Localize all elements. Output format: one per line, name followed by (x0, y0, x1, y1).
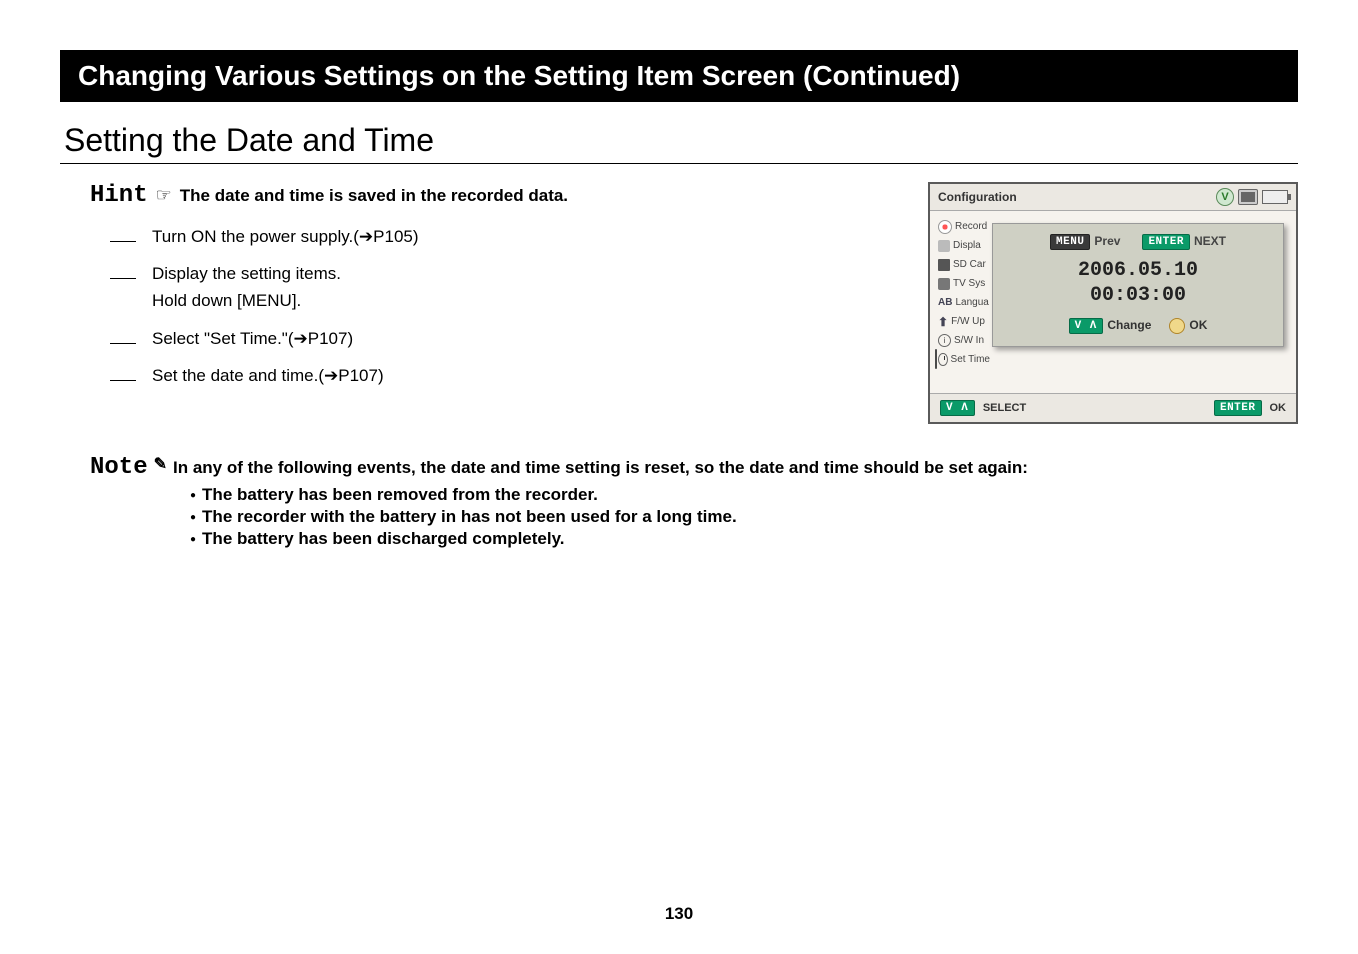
language-icon: AB (938, 297, 952, 308)
battery-icon (1262, 190, 1288, 204)
next-label: NEXT (1194, 234, 1226, 248)
change-label: Change (1107, 318, 1151, 332)
note-block: Note ✎ In any of the following events, t… (60, 454, 1298, 549)
sd-icon (1238, 189, 1258, 205)
sdcard-icon (938, 259, 950, 271)
step-1: Turn ON the power supply.(➔P105) (110, 223, 888, 250)
info-icon: i (938, 334, 951, 347)
hint-label: Hint (90, 182, 148, 209)
prev-control[interactable]: MENU Prev (1050, 234, 1120, 250)
step-2: Display the setting items. Hold down [ME… (110, 260, 888, 314)
bullet-text: The battery has been discharged complete… (202, 529, 564, 548)
sidebar-item-sd[interactable]: SD Car (938, 255, 990, 274)
date-display: 2006.05.10 00:03:00 (1005, 258, 1271, 308)
next-control[interactable]: ENTER NEXT (1142, 234, 1226, 250)
bullet-icon: ● (190, 490, 196, 501)
bullet-2: ● The recorder with the battery in has no… (190, 507, 1298, 527)
enter-badge: ENTER (1142, 234, 1190, 250)
sidebar-item-label: Langua (955, 297, 988, 308)
overlay-nav-row: MENU Prev ENTER NEXT (1005, 234, 1271, 250)
selection-pill (935, 349, 937, 369)
va-badge: V Λ (940, 400, 975, 416)
bullet-1: ● The battery has been removed from the r… (190, 485, 1298, 505)
note-lead: In any of the following events, the date… (173, 458, 1028, 478)
panel-title: Configuration (938, 190, 1017, 204)
step-text: Display the setting items. Hold down [ME… (152, 260, 341, 314)
step-text: Select "Set Time."(➔P107) (152, 325, 353, 352)
settime-overlay: MENU Prev ENTER NEXT 2006.05.10 00:03:00 (992, 223, 1284, 347)
step-blank (110, 223, 136, 242)
note-label: Note (90, 454, 148, 481)
step-text: Turn ON the power supply.(➔P105) (152, 223, 419, 250)
sidebar-item-tv[interactable]: TV Sys (938, 274, 990, 293)
device-panel: Configuration V Record Displa SD Car TV … (928, 182, 1298, 424)
step-4: Set the date and time.(➔P107) (110, 362, 888, 389)
sidebar-item-sw[interactable]: iS/W In (938, 331, 990, 350)
step-text: Set the date and time.(➔P107) (152, 362, 384, 389)
sidebar-item-record[interactable]: Record (938, 217, 990, 236)
sidebar-item-display[interactable]: Displa (938, 236, 990, 255)
overlay-action-row: V ΛChange OK (1005, 318, 1271, 334)
sidebar-item-label: S/W In (954, 335, 984, 346)
hint-text: The date and time is saved in the record… (180, 186, 568, 206)
va-badge: V Λ (1069, 318, 1104, 334)
ok-icon (1169, 318, 1185, 334)
sidebar-item-label: SD Car (953, 259, 986, 270)
header-icons: V (1216, 188, 1288, 206)
panel-header: Configuration V (930, 184, 1296, 211)
panel-body: Record Displa SD Car TV Sys ABLangua ⬆F/… (930, 211, 1296, 393)
bullet-3: ● The battery has been discharged complet… (190, 529, 1298, 549)
sidebar-item-settime[interactable]: Set Time (938, 350, 990, 369)
note-line: Note ✎ In any of the following events, t… (90, 454, 1298, 481)
bullet-text: The battery has been removed from the re… (202, 485, 598, 504)
sidebar-item-fw[interactable]: ⬆F/W Up (938, 312, 990, 331)
select-label: SELECT (983, 402, 1026, 414)
page-number: 130 (0, 904, 1358, 924)
note-bullets: ● The battery has been removed from the r… (190, 485, 1298, 549)
ok-label: OK (1270, 402, 1287, 414)
record-icon (938, 220, 952, 234)
fw-icon: ⬆ (938, 315, 948, 329)
ok-label: OK (1189, 318, 1207, 332)
sidebar-item-label: TV Sys (953, 278, 985, 289)
enter-badge: ENTER (1214, 400, 1262, 416)
sidebar-item-language[interactable]: ABLangua (938, 293, 990, 312)
step-blank (110, 260, 136, 279)
sidebar-item-label: Record (955, 221, 987, 232)
bullet-icon: ● (190, 534, 196, 545)
pointer-icon: ☞ (156, 185, 172, 206)
time-value: 00:03:00 (1005, 283, 1271, 308)
v-icon: V (1216, 188, 1234, 206)
bullet-text: The recorder with the battery in has not… (202, 507, 737, 526)
sidebar-item-label: Displa (953, 240, 981, 251)
tv-icon (938, 278, 950, 290)
step-blank (110, 325, 136, 344)
footer-select[interactable]: V Λ SELECT (940, 400, 1026, 416)
footer-ok[interactable]: ENTER OK (1214, 400, 1286, 416)
prev-label: Prev (1094, 234, 1120, 248)
pencil-icon: ✎ (154, 454, 167, 474)
page-header: Changing Various Settings on the Setting… (60, 50, 1298, 102)
divider (60, 163, 1298, 164)
date-value: 2006.05.10 (1005, 258, 1271, 283)
sidebar-item-label: Set Time (951, 354, 990, 365)
change-control[interactable]: V ΛChange (1069, 318, 1152, 334)
panel-footer: V Λ SELECT ENTER OK (930, 393, 1296, 422)
hint-line: Hint ☞ The date and time is saved in the… (90, 182, 888, 209)
bullet-icon: ● (190, 512, 196, 523)
sidebar-item-label: F/W Up (951, 316, 985, 327)
menu-badge: MENU (1050, 234, 1090, 250)
step-blank (110, 362, 136, 381)
ok-control[interactable]: OK (1169, 318, 1207, 334)
display-icon (938, 240, 950, 252)
sidebar-list: Record Displa SD Car TV Sys ABLangua ⬆F/… (938, 217, 990, 369)
clock-icon (938, 353, 948, 366)
step-3: Select "Set Time."(➔P107) (110, 325, 888, 352)
section-title: Setting the Date and Time (64, 122, 1294, 159)
